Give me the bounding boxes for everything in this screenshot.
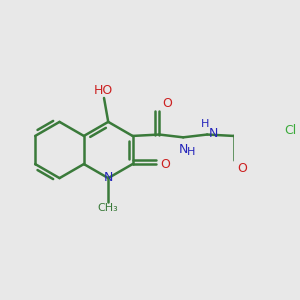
Text: CH₃: CH₃ xyxy=(98,203,118,213)
Text: O: O xyxy=(162,97,172,110)
Text: N: N xyxy=(178,143,188,156)
Text: O: O xyxy=(237,162,247,175)
Text: HO: HO xyxy=(93,84,112,97)
Text: H: H xyxy=(187,147,196,158)
Text: N: N xyxy=(103,171,113,184)
Text: N: N xyxy=(209,127,218,140)
Text: Cl: Cl xyxy=(285,124,297,137)
Text: O: O xyxy=(160,158,170,171)
Text: H: H xyxy=(201,118,209,128)
